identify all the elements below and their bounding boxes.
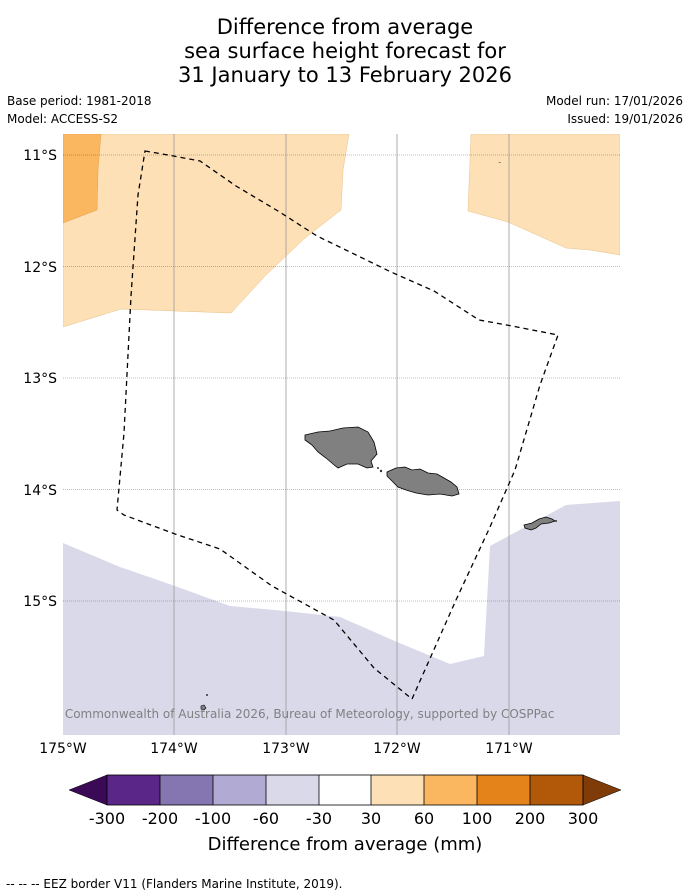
colorbar-tick-60: 60 — [414, 809, 434, 828]
lat-label-11s: 11°S — [23, 148, 57, 164]
copyright-notice: © Commonwealth of Australia 2026, Bureau… — [49, 707, 554, 721]
model-name: Model: ACCESS-S2 — [7, 112, 119, 126]
lon-label-175w: 175°W — [39, 741, 87, 757]
title-line-3: 31 January to 13 February 2026 — [177, 63, 512, 87]
colorbar-title: Difference from average (mm) — [208, 834, 483, 855]
colorbar-bin-9 — [530, 775, 583, 805]
anomaly-region-30-60-northeast — [467, 134, 620, 256]
anomaly-region-30-60-northwest — [63, 134, 350, 328]
map-area: © Commonwealth of Australia 2026, Bureau… — [49, 134, 620, 735]
colorbar-bin-4 — [266, 775, 319, 805]
lon-label-173w: 173°W — [262, 741, 310, 757]
title-line-2: sea surface height forecast for — [184, 39, 506, 63]
lon-label-171w: 171°W — [485, 741, 533, 757]
island-apolima — [377, 467, 379, 469]
colorbar-tick-neg30: -30 — [306, 809, 332, 828]
anomaly-region-neg30-neg60-south — [63, 501, 620, 735]
colorbar-bin-3 — [213, 775, 266, 805]
lat-label-15s: 15°S — [23, 594, 57, 610]
base-period: Base period: 1981-2018 — [7, 94, 152, 108]
colorbar-tick-30: 30 — [361, 809, 381, 828]
eez-border — [116, 150, 559, 701]
colorbar-bin-8 — [477, 775, 530, 805]
issued-date: Issued: 19/01/2026 — [567, 112, 683, 126]
lat-label-13s: 13°S — [23, 371, 57, 387]
island-swains — [498, 162, 501, 163]
eez-footnote: -- -- -- EEZ border V11 (Flanders Marine… — [6, 877, 343, 891]
colorbar-tick-200: 200 — [515, 809, 546, 828]
island-savaii — [304, 426, 378, 469]
colorbar-tick-neg200: -200 — [142, 809, 178, 828]
island-uvea-islet — [206, 694, 208, 696]
lat-label-12s: 12°S — [23, 260, 57, 276]
lon-label-172w: 172°W — [373, 741, 421, 757]
colorbar-bin-2 — [160, 775, 213, 805]
title-line-1: Difference from average — [216, 15, 474, 39]
island-manono — [379, 469, 383, 473]
island-aunuu — [555, 520, 557, 522]
model-run: Model run: 17/01/2026 — [545, 94, 683, 108]
colorbar: -300 -200 -100 -60 -30 30 60 100 200 300… — [68, 774, 622, 855]
colorbar-tick-300: 300 — [568, 809, 599, 828]
island-tutuila — [523, 516, 556, 531]
anomaly-region-60-100-northwest — [63, 134, 102, 224]
colorbar-tick-neg100: -100 — [195, 809, 231, 828]
colorbar-tick-neg300: -300 — [89, 809, 125, 828]
colorbar-tick-neg60: -60 — [253, 809, 279, 828]
colorbar-bin-6 — [371, 775, 424, 805]
colorbar-extend-low — [68, 774, 108, 806]
lon-label-174w: 174°W — [150, 741, 198, 757]
meridians — [173, 134, 510, 735]
island-upolu — [386, 466, 460, 497]
colorbar-tick-100: 100 — [462, 809, 493, 828]
lat-label-14s: 14°S — [23, 483, 57, 499]
colorbar-bin-7 — [424, 775, 477, 805]
colorbar-bin-5 — [319, 775, 371, 805]
island-uvea — [200, 704, 207, 711]
colorbar-bin-1 — [107, 775, 160, 805]
graticule — [63, 154, 620, 602]
colorbar-extend-high — [582, 774, 622, 806]
